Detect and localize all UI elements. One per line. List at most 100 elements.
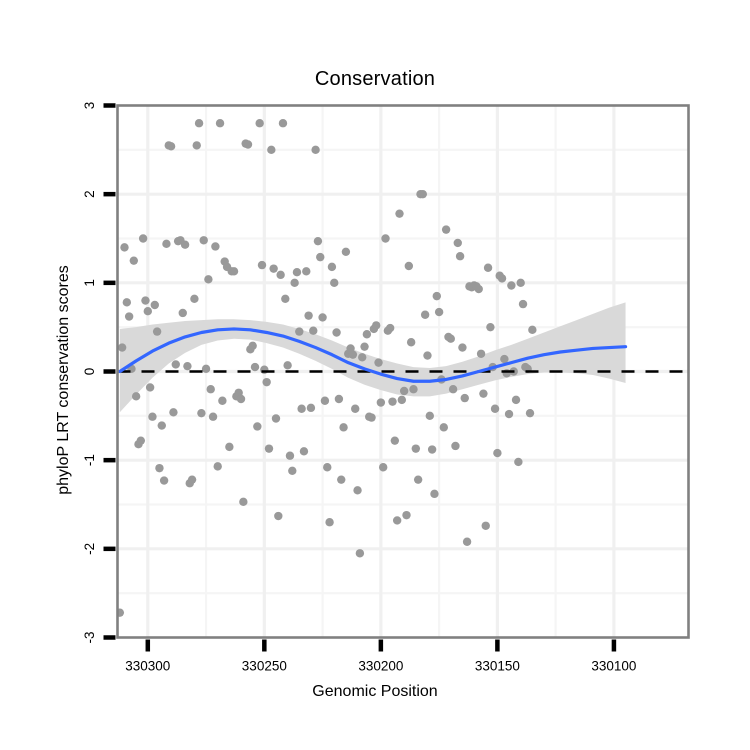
page-title: Conservation bbox=[314, 68, 436, 90]
y-tick-label: 1 bbox=[82, 279, 97, 287]
x-axis-label: Genomic Position bbox=[312, 683, 438, 700]
data-point bbox=[267, 145, 276, 155]
data-point bbox=[180, 240, 190, 249]
data-point bbox=[309, 326, 318, 335]
data-point bbox=[390, 436, 400, 445]
data-point bbox=[197, 408, 206, 418]
y-axis-label: phyloP LRT conservation scores bbox=[55, 265, 72, 495]
data-point bbox=[211, 242, 220, 251]
data-point bbox=[290, 278, 299, 288]
x-tick-label: 330250 bbox=[242, 659, 287, 674]
data-point bbox=[229, 267, 239, 276]
data-point bbox=[141, 296, 150, 305]
data-point bbox=[299, 447, 309, 456]
data-point bbox=[362, 330, 372, 339]
data-point bbox=[183, 361, 192, 371]
x-tick-label: 330300 bbox=[125, 659, 170, 674]
data-point bbox=[525, 408, 535, 418]
data-point bbox=[432, 291, 441, 301]
data-point bbox=[395, 209, 404, 218]
data-point bbox=[157, 421, 166, 430]
data-point bbox=[194, 119, 204, 128]
data-point bbox=[397, 395, 407, 405]
data-point bbox=[155, 463, 164, 473]
data-point bbox=[236, 394, 246, 404]
data-point bbox=[248, 341, 257, 350]
data-point bbox=[206, 385, 215, 394]
data-point bbox=[451, 441, 460, 451]
data-point bbox=[306, 403, 316, 413]
data-point bbox=[131, 392, 141, 401]
data-point bbox=[376, 398, 386, 407]
data-point bbox=[460, 393, 469, 403]
data-point bbox=[518, 299, 528, 309]
data-point bbox=[274, 511, 283, 521]
data-point bbox=[392, 516, 402, 525]
y-tick-label: -2 bbox=[82, 543, 97, 555]
x-tick-label: 330150 bbox=[475, 659, 520, 674]
data-point bbox=[493, 448, 502, 458]
data-point bbox=[318, 313, 327, 322]
data-point bbox=[199, 236, 208, 245]
data-point bbox=[192, 141, 201, 150]
data-point bbox=[453, 238, 462, 248]
data-point bbox=[218, 396, 227, 405]
data-point bbox=[204, 275, 213, 284]
data-point bbox=[262, 377, 271, 387]
data-point bbox=[162, 239, 171, 249]
data-point bbox=[486, 322, 495, 332]
data-point bbox=[253, 422, 262, 431]
data-point bbox=[120, 243, 129, 252]
y-tick-label: 0 bbox=[82, 368, 97, 376]
data-point bbox=[372, 321, 381, 330]
data-point bbox=[143, 307, 152, 316]
data-point bbox=[159, 476, 169, 485]
data-point bbox=[208, 412, 218, 421]
data-point bbox=[285, 451, 295, 460]
data-point bbox=[348, 350, 358, 359]
data-point bbox=[257, 260, 267, 270]
data-point bbox=[411, 444, 421, 453]
loess-smooth-curve bbox=[118, 327, 628, 383]
data-point bbox=[514, 457, 523, 467]
data-point bbox=[292, 267, 302, 277]
data-point bbox=[169, 408, 178, 417]
data-point bbox=[385, 323, 395, 333]
data-point bbox=[404, 261, 414, 271]
data-point bbox=[500, 354, 509, 364]
data-point bbox=[136, 436, 146, 445]
data-point bbox=[425, 411, 434, 421]
data-point bbox=[138, 234, 148, 243]
data-point bbox=[332, 328, 341, 337]
axis-ticks: 330300 330250 330200 330150 330100 3 2 1 0 -1 -2 -3 bbox=[82, 102, 636, 674]
data-point bbox=[145, 383, 155, 392]
data-point bbox=[358, 353, 367, 362]
data-point bbox=[378, 463, 388, 472]
data-point bbox=[148, 412, 157, 421]
data-point bbox=[367, 413, 376, 422]
data-point bbox=[402, 510, 411, 520]
data-point bbox=[316, 252, 325, 262]
data-point bbox=[351, 404, 360, 413]
data-point bbox=[418, 189, 428, 199]
data-point bbox=[327, 262, 337, 272]
data-point bbox=[250, 362, 260, 372]
data-point bbox=[479, 389, 488, 398]
data-point bbox=[297, 404, 306, 413]
data-point bbox=[323, 463, 332, 472]
data-point bbox=[483, 263, 493, 272]
data-point bbox=[201, 364, 211, 374]
data-point bbox=[190, 294, 199, 303]
data-point bbox=[481, 521, 490, 530]
data-point bbox=[441, 225, 451, 234]
data-points bbox=[117, 119, 537, 617]
y-tick-label: -1 bbox=[82, 454, 97, 466]
data-point bbox=[264, 444, 274, 453]
data-point bbox=[122, 298, 132, 307]
data-point bbox=[281, 294, 290, 303]
data-point bbox=[406, 338, 416, 347]
data-point bbox=[278, 119, 288, 128]
data-point bbox=[117, 343, 127, 352]
data-point bbox=[269, 264, 278, 273]
